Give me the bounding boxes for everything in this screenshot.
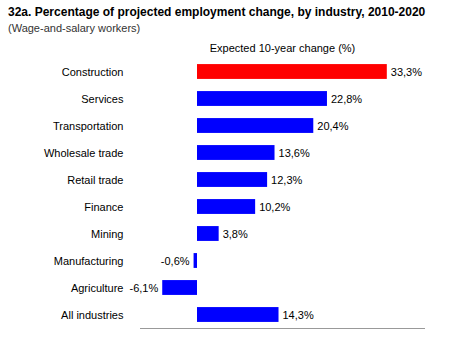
chart-container: 32a. Percentage of projected employment … <box>0 0 450 338</box>
category-label: Wholesale trade <box>44 147 124 159</box>
x-axis-label: Expected 10-year change (%) <box>210 42 356 54</box>
bars <box>162 64 387 322</box>
data-label: -6,1% <box>129 282 158 294</box>
bar <box>162 280 197 295</box>
category-label: All industries <box>61 309 124 321</box>
category-label: Finance <box>84 201 123 213</box>
bar <box>197 64 387 79</box>
category-label: Services <box>81 93 124 105</box>
bar <box>197 307 279 322</box>
title: 32a. Percentage of projected employment … <box>8 5 426 19</box>
data-label: 10,2% <box>259 201 290 213</box>
category-label: Mining <box>91 228 123 240</box>
category-label: Retail trade <box>67 174 123 186</box>
data-label: 12,3% <box>271 174 302 186</box>
x-axis-line <box>140 328 425 329</box>
bar <box>197 172 267 187</box>
data-label: 33,3% <box>391 66 422 78</box>
data-label: 22,8% <box>331 93 362 105</box>
subtitle: (Wage-and-salary workers) <box>8 22 140 34</box>
data-label: 13,6% <box>279 147 310 159</box>
bar <box>197 145 275 160</box>
data-label: 3,8% <box>223 228 248 240</box>
bar <box>194 253 197 268</box>
data-label: 20,4% <box>317 120 348 132</box>
bar <box>197 118 313 133</box>
data-labels: 33,3% 22,8% 20,4% 13,6% 12,3% 10,2% 3,8% -0,6% -… <box>129 66 422 321</box>
y-axis-labels: Construction Services Transportation Wholes… <box>44 66 124 321</box>
data-label: 14,3% <box>283 309 314 321</box>
category-label: Transportation <box>53 120 124 132</box>
data-label: -0,6% <box>161 255 190 267</box>
category-label: Construction <box>62 66 124 78</box>
category-label: Agriculture <box>71 282 124 294</box>
bar <box>197 199 255 214</box>
background <box>0 0 450 338</box>
bar <box>197 226 219 241</box>
chart: 32a. Percentage of projected employment … <box>0 0 450 338</box>
bar <box>197 91 327 106</box>
category-label: Manufacturing <box>54 255 124 267</box>
